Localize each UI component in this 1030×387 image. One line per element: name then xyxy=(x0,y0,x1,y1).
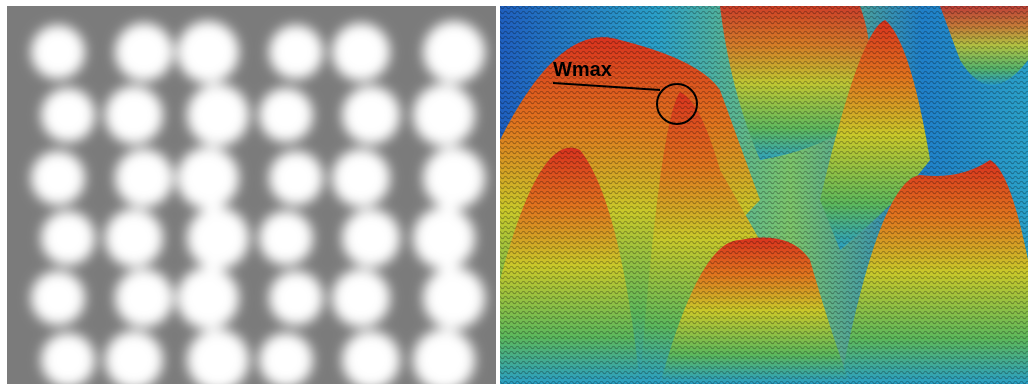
blob xyxy=(413,207,475,269)
blob xyxy=(423,267,485,329)
blob xyxy=(342,86,400,144)
blob xyxy=(332,23,390,81)
blob xyxy=(31,151,85,205)
blob xyxy=(115,149,173,207)
blob xyxy=(269,271,323,325)
blob xyxy=(177,267,239,329)
blob xyxy=(115,23,173,81)
blob xyxy=(413,84,475,146)
figure: Wmax xyxy=(0,0,1030,387)
blob xyxy=(187,207,249,269)
blob xyxy=(269,25,323,79)
blob xyxy=(332,269,390,327)
blob xyxy=(259,88,313,142)
blob xyxy=(105,86,163,144)
blob xyxy=(259,211,313,265)
blob xyxy=(259,333,313,387)
blob xyxy=(423,147,485,209)
blob xyxy=(41,333,95,387)
blob xyxy=(423,21,485,83)
page: Wmax (() => { const data = JSON.parse(do… xyxy=(0,0,1030,387)
blob xyxy=(31,25,85,79)
blob xyxy=(177,21,239,83)
blob xyxy=(105,331,163,387)
blob xyxy=(41,88,95,142)
blob xyxy=(342,331,400,387)
blob xyxy=(41,211,95,265)
blob xyxy=(31,271,85,325)
blob xyxy=(115,269,173,327)
annotation-label: Wmax xyxy=(553,59,612,81)
blob xyxy=(332,149,390,207)
blob xyxy=(105,209,163,267)
blob xyxy=(177,147,239,209)
blob xyxy=(342,209,400,267)
blob xyxy=(269,151,323,205)
blob xyxy=(187,84,249,146)
